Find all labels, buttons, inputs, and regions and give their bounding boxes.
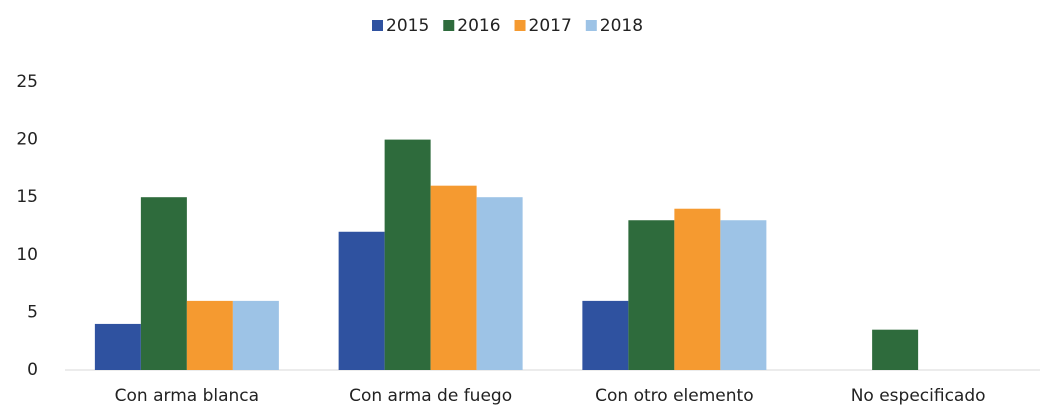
bar [338,231,385,370]
x-tick-label: Con arma de fuego [349,386,512,406]
legend-swatch [372,20,383,31]
bar [872,329,919,370]
legend-label: 2015 [386,16,429,36]
bar [430,185,477,370]
y-tick-label: 25 [16,72,38,92]
bar [720,220,767,370]
y-tick-label: 10 [16,245,38,265]
x-tick-label: Con otro elemento [595,386,753,406]
bar [94,323,141,370]
bar [582,300,629,370]
bar [140,197,187,370]
bar [476,197,523,370]
x-tick-label: Con arma blanca [115,386,259,406]
y-tick-label: 15 [16,187,38,207]
y-tick-label: 20 [16,130,38,150]
y-tick-label: 0 [27,360,38,380]
bar [384,139,431,370]
legend-swatch [443,20,455,31]
legend-label: 2017 [529,16,572,36]
legend-label: 2018 [600,16,643,36]
legend-label: 2016 [457,16,500,36]
bar [232,300,279,370]
legend-swatch [585,20,597,31]
bar [628,220,675,370]
bar [186,300,233,370]
legend-swatch [514,20,526,31]
bar [674,208,721,370]
x-tick-label: No especificado [851,386,986,406]
y-tick-label: 5 [27,302,38,322]
